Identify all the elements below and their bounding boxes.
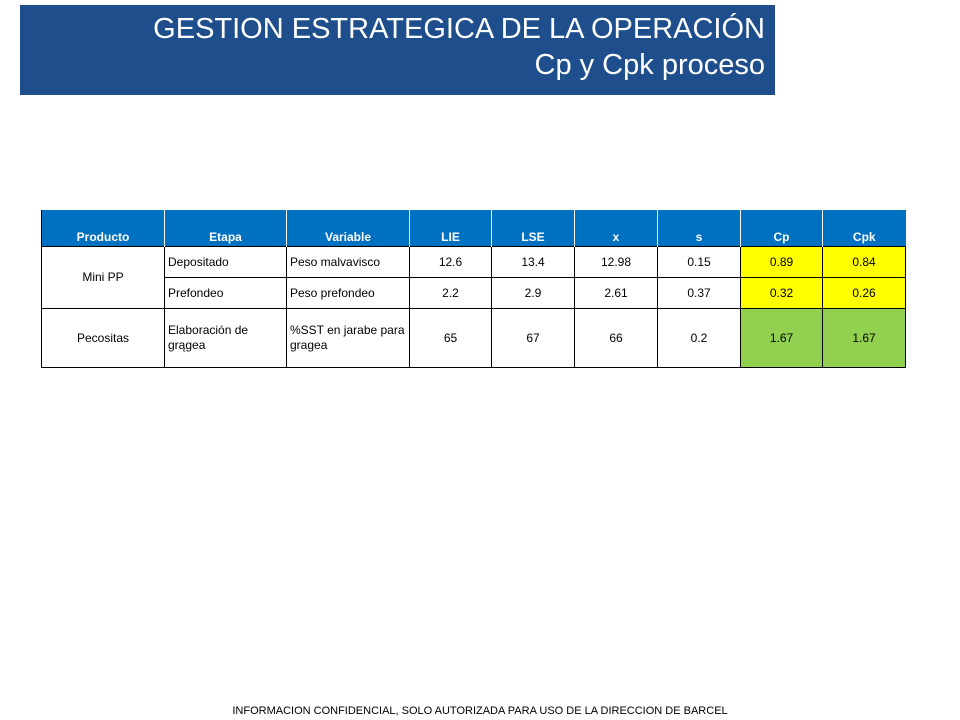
lse-cell: 2.9	[491, 277, 575, 309]
cpk-cell: 0.84	[822, 246, 906, 278]
table-row: Prefondeo Peso prefondeo 2.2 2.9 2.61 0.…	[42, 277, 906, 309]
table-header-row: Producto Etapa Variable LIE LSE x s Cp C…	[41, 210, 906, 247]
table-row: Mini PP Depositado Peso malvavisco 12.6 …	[41, 246, 906, 309]
s-cell: 0.37	[657, 277, 741, 309]
column-header-x: x	[574, 210, 658, 247]
lie-cell: 12.6	[409, 246, 492, 278]
cpk-cell: 0.26	[822, 277, 906, 309]
cp-cell: 0.32	[740, 277, 823, 309]
column-header-s: s	[657, 210, 741, 247]
x-cell: 2.61	[574, 277, 658, 309]
column-header-lie: LIE	[409, 210, 492, 247]
cp-cpk-table: Producto Etapa Variable LIE LSE x s Cp C…	[41, 210, 906, 368]
lie-cell: 2.2	[409, 277, 492, 309]
etapa-cell: Depositado	[164, 246, 287, 278]
table-row: Pecositas Elaboración de grągea %SST en …	[41, 308, 906, 368]
column-header-etapa: Etapa	[164, 210, 287, 247]
s-cell: 0.15	[657, 246, 741, 278]
x-cell: 66	[574, 308, 658, 368]
page-title: GESTION ESTRATEGICA DE LA OPERACIÓN	[153, 13, 765, 45]
etapa-cell: Elaboración de grągea	[164, 308, 287, 368]
variable-cell: Peso malvavisco	[286, 246, 410, 278]
variable-cell: %SST en jarabe para gragea	[286, 308, 410, 368]
confidentiality-footer: INFORMACION CONFIDENCIAL, SOLO AUTORIZAD…	[232, 705, 728, 717]
title-banner: GESTION ESTRATEGICA DE LA OPERACIÓN Cp y…	[20, 5, 775, 95]
producto-cell: Pecositas	[41, 308, 165, 368]
x-cell: 12.98	[574, 246, 658, 278]
lse-cell: 13.4	[491, 246, 575, 278]
column-header-variable: Variable	[286, 210, 410, 247]
column-header-lse: LSE	[491, 210, 575, 247]
etapa-cell: Prefondeo	[164, 277, 287, 309]
cpk-cell: 1.67	[822, 308, 906, 368]
s-cell: 0.2	[657, 308, 741, 368]
lie-cell: 65	[409, 308, 492, 368]
page-subtitle: Cp y Cpk proceso	[534, 49, 766, 81]
column-header-cp: Cp	[740, 210, 823, 247]
lse-cell: 67	[491, 308, 575, 368]
producto-cell: Mini PP	[41, 246, 165, 309]
cp-cell: 1.67	[740, 308, 823, 368]
cp-cell: 0.89	[740, 246, 823, 278]
variable-cell: Peso prefondeo	[286, 277, 410, 309]
column-header-cpk: Cpk	[822, 210, 906, 247]
column-header-producto: Producto	[41, 210, 165, 247]
